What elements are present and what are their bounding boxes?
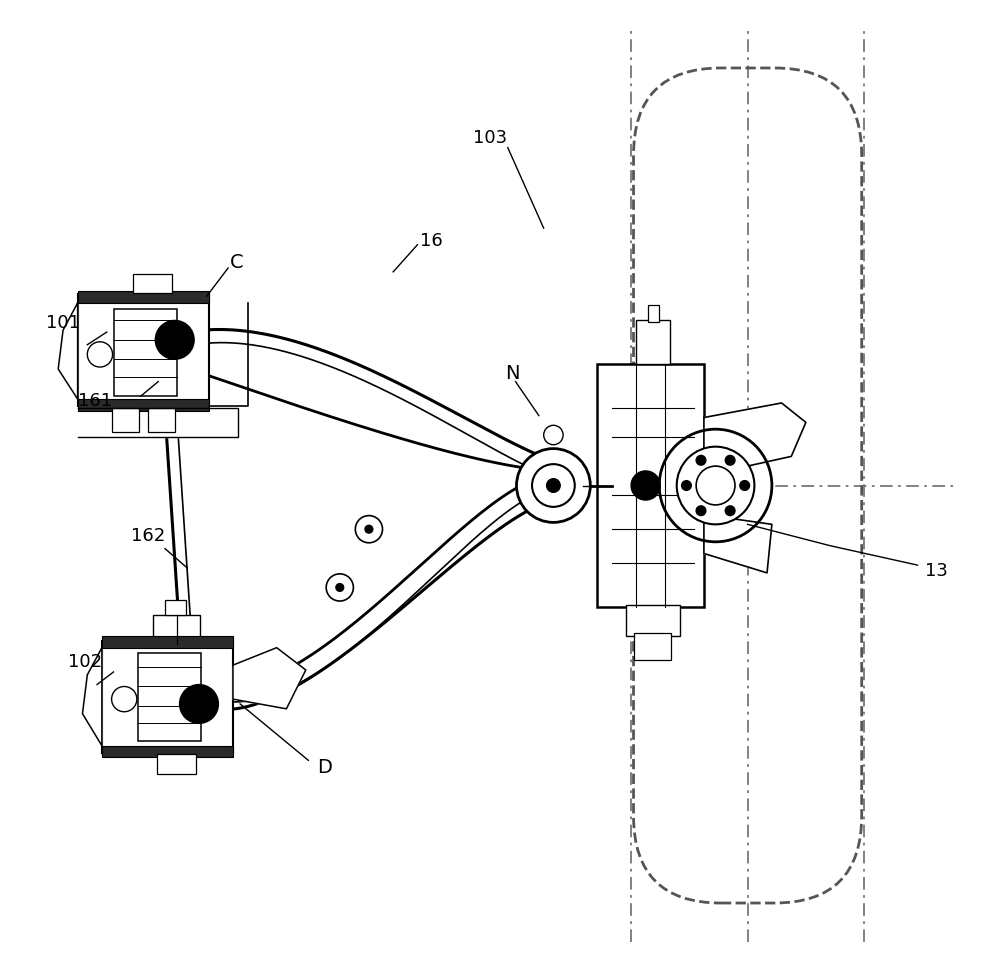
Text: 13: 13 bbox=[925, 562, 948, 580]
Bar bbox=[648, 305, 659, 322]
Bar bbox=[157, 754, 196, 774]
Circle shape bbox=[155, 320, 194, 359]
Circle shape bbox=[517, 449, 590, 522]
Bar bbox=[78, 291, 209, 303]
Polygon shape bbox=[82, 648, 102, 746]
Circle shape bbox=[725, 506, 735, 516]
Circle shape bbox=[696, 466, 735, 505]
Bar bbox=[102, 641, 233, 753]
Circle shape bbox=[631, 471, 660, 500]
Text: 16: 16 bbox=[420, 232, 443, 250]
Text: D: D bbox=[317, 757, 332, 777]
Circle shape bbox=[112, 686, 137, 712]
Circle shape bbox=[677, 447, 754, 524]
Polygon shape bbox=[704, 403, 806, 466]
Bar bbox=[153, 615, 200, 644]
Circle shape bbox=[740, 481, 750, 490]
Bar bbox=[634, 633, 671, 660]
Circle shape bbox=[87, 342, 113, 367]
Circle shape bbox=[180, 685, 218, 723]
Bar bbox=[102, 636, 233, 648]
Circle shape bbox=[725, 455, 735, 465]
Circle shape bbox=[355, 516, 383, 543]
Text: 103: 103 bbox=[473, 129, 507, 147]
Polygon shape bbox=[704, 515, 772, 573]
Bar bbox=[102, 746, 233, 757]
Bar bbox=[114, 309, 177, 396]
Bar bbox=[133, 274, 172, 293]
Text: 101: 101 bbox=[46, 315, 80, 332]
Polygon shape bbox=[233, 648, 306, 709]
Bar bbox=[165, 600, 186, 615]
Text: N: N bbox=[505, 364, 519, 384]
Polygon shape bbox=[78, 408, 238, 437]
Text: 162: 162 bbox=[131, 527, 165, 545]
Text: r: r bbox=[649, 470, 653, 480]
Text: 161: 161 bbox=[78, 392, 112, 410]
Circle shape bbox=[682, 481, 691, 490]
Text: C: C bbox=[230, 252, 244, 272]
Bar bbox=[636, 320, 670, 364]
Circle shape bbox=[659, 429, 772, 542]
Bar bbox=[138, 653, 201, 741]
Circle shape bbox=[696, 455, 706, 465]
Bar bbox=[626, 605, 680, 636]
Circle shape bbox=[547, 479, 560, 492]
Circle shape bbox=[532, 464, 575, 507]
Circle shape bbox=[544, 425, 563, 445]
Circle shape bbox=[336, 584, 344, 591]
Bar bbox=[78, 399, 209, 411]
Circle shape bbox=[365, 525, 373, 533]
Circle shape bbox=[326, 574, 353, 601]
Bar bbox=[597, 364, 704, 607]
Polygon shape bbox=[58, 303, 78, 399]
Bar bbox=[148, 408, 175, 432]
Bar bbox=[78, 294, 209, 406]
Circle shape bbox=[696, 506, 706, 516]
Text: 102: 102 bbox=[68, 653, 102, 671]
Bar bbox=[112, 408, 139, 432]
